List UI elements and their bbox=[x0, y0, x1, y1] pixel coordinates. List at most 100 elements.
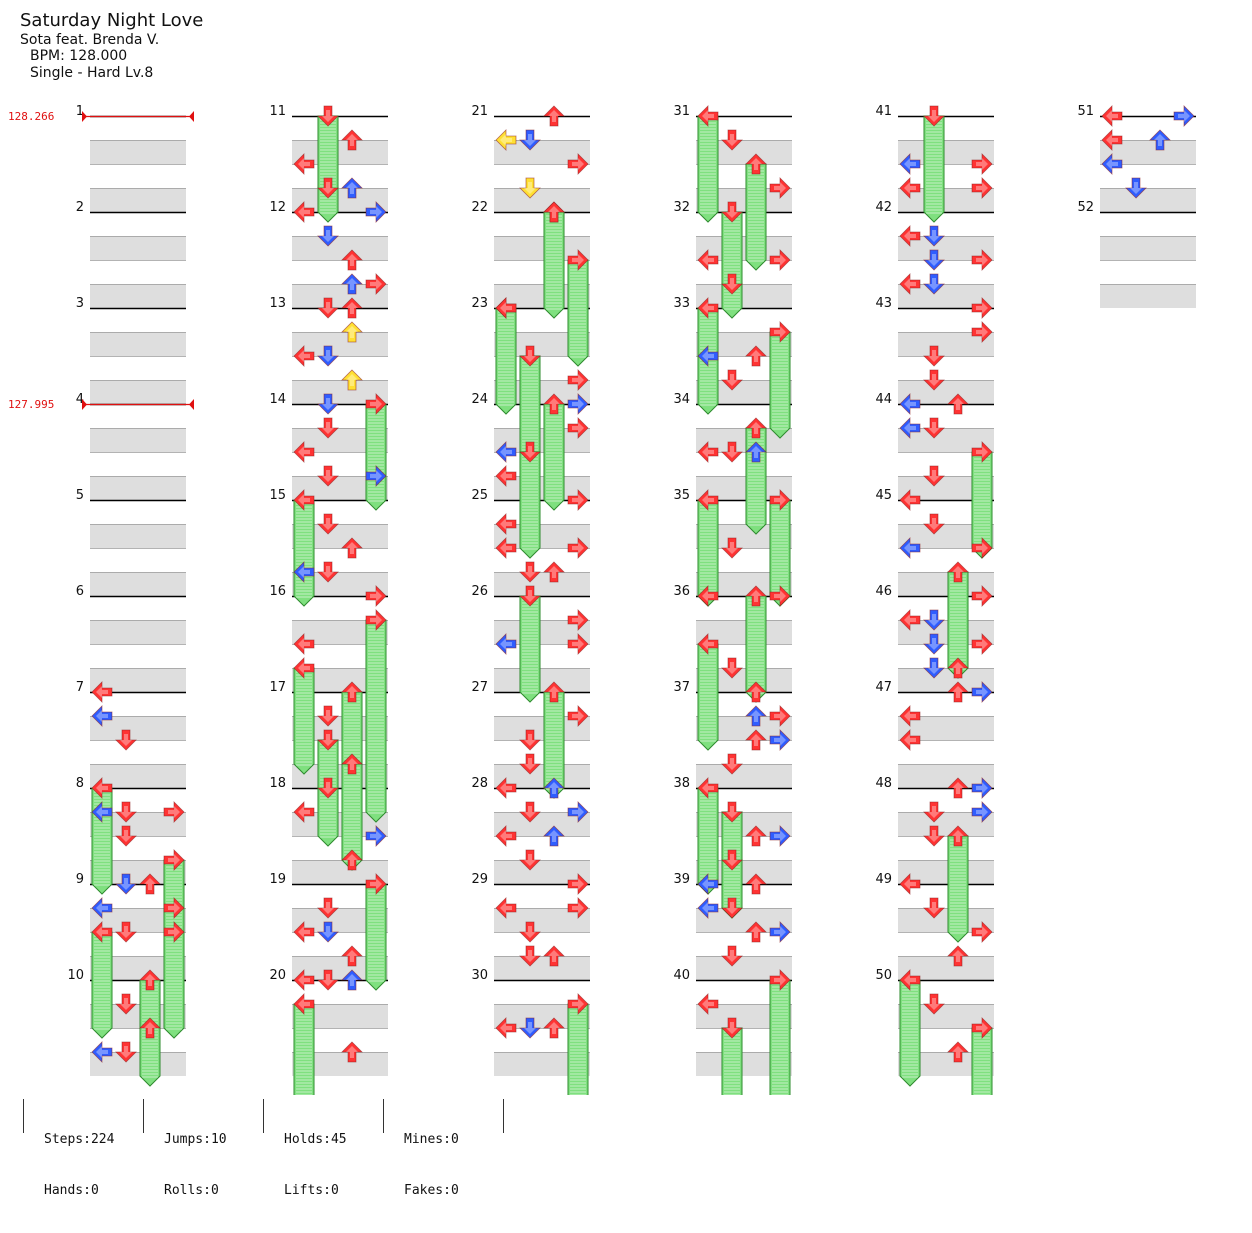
arrow-head bbox=[519, 177, 541, 199]
beat-band bbox=[1100, 236, 1196, 260]
arrow-head bbox=[697, 249, 719, 271]
measure-number: 42 bbox=[875, 200, 892, 215]
arrow-head bbox=[899, 393, 921, 415]
arrow-highlight bbox=[702, 998, 714, 1010]
arrow-right-icon bbox=[567, 993, 589, 1015]
arrow-head bbox=[365, 201, 387, 223]
arrow-down-icon bbox=[317, 297, 339, 319]
arrow-highlight bbox=[726, 542, 738, 554]
arrow-highlight bbox=[524, 854, 536, 866]
hold-right bbox=[971, 1027, 993, 1095]
stats-divider bbox=[263, 1099, 264, 1133]
arrow-highlight bbox=[370, 398, 382, 410]
arrow-head bbox=[495, 297, 517, 319]
arrow-highlight bbox=[702, 446, 714, 458]
arrow-head bbox=[567, 897, 589, 919]
arrow-highlight bbox=[976, 782, 988, 794]
arrow-right-icon bbox=[971, 681, 993, 703]
arrow-head bbox=[543, 561, 565, 583]
arrow-highlight bbox=[928, 470, 940, 482]
arrow-head bbox=[293, 561, 315, 583]
arrow-highlight bbox=[548, 110, 560, 122]
arrow-head bbox=[115, 729, 137, 751]
arrow-highlight bbox=[750, 710, 762, 722]
arrow-head bbox=[971, 321, 993, 343]
arrow-highlight bbox=[322, 302, 334, 314]
arrow-down-icon bbox=[923, 225, 945, 247]
arrow-up-icon bbox=[947, 393, 969, 415]
arrow-highlight bbox=[548, 206, 560, 218]
arrow-head bbox=[519, 945, 541, 967]
arrow-head bbox=[971, 297, 993, 319]
hold-left bbox=[293, 1003, 315, 1095]
arrow-left-icon bbox=[91, 777, 113, 799]
arrow-head bbox=[341, 321, 363, 343]
arrow-highlight bbox=[774, 974, 786, 986]
arrow-head bbox=[697, 993, 719, 1015]
hold-left bbox=[293, 667, 315, 775]
arrow-head bbox=[899, 273, 921, 295]
arrow-up-icon bbox=[1149, 129, 1171, 151]
arrow-head bbox=[341, 753, 363, 775]
measure-49: 49 bbox=[875, 872, 994, 980]
arrow-head bbox=[341, 369, 363, 391]
mines-count: Mines:0 bbox=[404, 1132, 459, 1147]
measure-number: 11 bbox=[269, 104, 286, 119]
hold-up bbox=[543, 691, 565, 799]
arrow-head bbox=[495, 465, 517, 487]
arrow-highlight bbox=[96, 806, 108, 818]
arrow-down-icon bbox=[923, 993, 945, 1015]
arrow-right-icon bbox=[163, 801, 185, 823]
arrow-highlight bbox=[500, 470, 512, 482]
arrow-right-icon bbox=[163, 921, 185, 943]
arrow-up-icon bbox=[745, 825, 767, 847]
arrow-up-icon bbox=[745, 921, 767, 943]
arrow-head bbox=[899, 873, 921, 895]
arrow-left-icon bbox=[697, 873, 719, 895]
arrow-left-icon bbox=[1101, 105, 1123, 127]
arrow-head bbox=[745, 729, 767, 751]
arrow-highlight bbox=[750, 590, 762, 602]
arrow-down-icon bbox=[923, 369, 945, 391]
arrow-highlight bbox=[952, 686, 964, 698]
arrow-head bbox=[365, 609, 387, 631]
arrow-head bbox=[115, 993, 137, 1015]
arrow-head bbox=[293, 969, 315, 991]
arrow-head bbox=[721, 945, 743, 967]
arrow-head bbox=[317, 969, 339, 991]
arrow-left-icon bbox=[293, 969, 315, 991]
arrow-left-icon bbox=[495, 537, 517, 559]
arrow-head bbox=[91, 705, 113, 727]
arrow-head bbox=[495, 633, 517, 655]
arrow-down-icon bbox=[519, 945, 541, 967]
beat-band bbox=[1100, 188, 1196, 212]
song-header: Saturday Night Love Sota feat. Brenda V.… bbox=[20, 10, 203, 82]
arrow-highlight bbox=[120, 878, 132, 890]
arrow-left-icon bbox=[495, 825, 517, 847]
beat-band bbox=[494, 188, 590, 212]
arrow-left-icon bbox=[899, 537, 921, 559]
arrow-highlight bbox=[500, 302, 512, 314]
arrow-down-icon bbox=[317, 921, 339, 943]
arrow-right-icon bbox=[567, 897, 589, 919]
arrow-right-icon bbox=[971, 153, 993, 175]
arrow-head bbox=[115, 1041, 137, 1063]
arrow-highlight bbox=[952, 782, 964, 794]
arrow-left-icon bbox=[899, 153, 921, 175]
arrow-down-icon bbox=[317, 225, 339, 247]
arrow-head bbox=[519, 345, 541, 367]
arrow-left-icon bbox=[495, 465, 517, 487]
measure-number: 14 bbox=[269, 392, 286, 407]
arrow-highlight bbox=[346, 134, 358, 146]
arrow-highlight bbox=[928, 614, 940, 626]
arrow-head bbox=[495, 825, 517, 847]
arrow-down-icon bbox=[115, 921, 137, 943]
arrow-down-icon bbox=[519, 561, 541, 583]
arrow-highlight bbox=[370, 614, 382, 626]
arrow-head bbox=[971, 921, 993, 943]
arrow-right-icon bbox=[971, 321, 993, 343]
beat-band bbox=[494, 956, 590, 980]
arrow-highlight bbox=[524, 926, 536, 938]
arrow-highlight bbox=[322, 182, 334, 194]
arrow-up-icon bbox=[745, 441, 767, 463]
